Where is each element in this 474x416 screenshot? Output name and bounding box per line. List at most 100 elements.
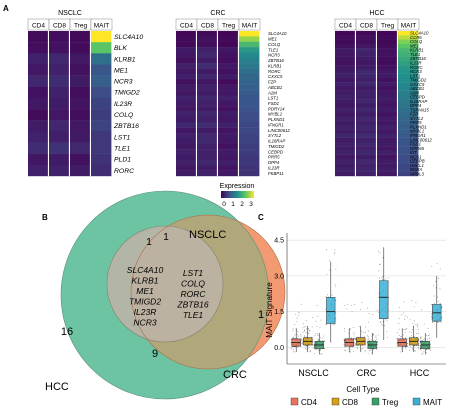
heatmap-cell [91,164,112,177]
heatmap-cell [218,154,239,161]
venn-shared-gene: KLRB1 [132,276,159,286]
heatmap-cell [356,116,377,121]
gene-label: TMIGD2 [114,90,140,97]
heatmap-cell [398,43,419,49]
heatmap-cell [49,75,70,87]
heatmap-cell [398,99,419,104]
heatmap-cell [28,120,49,132]
heatmap-cell [197,154,218,161]
heatmap-cell [398,60,419,66]
column-header: Treg [222,23,236,30]
heatmap-cell [356,77,377,83]
heatmap-cell [398,35,419,40]
heatmap-title: NSCLC [58,10,82,17]
gene-label: MYBL1 [410,129,425,134]
gene-label: FSD1 [410,142,422,147]
gene-label: PRR5 [410,120,422,125]
heatmap-cell [49,109,70,121]
heatmap-cell [356,73,377,79]
heatmap-cell [70,164,91,177]
heatmap-cell [49,142,70,154]
gene-label: A2M [409,90,419,95]
gene-label: RORC [114,168,134,175]
heatmap-cell [28,153,49,166]
heatmap-cell [49,97,70,110]
column-header-box [90,18,113,31]
gene-label: CXXC5 [410,82,425,87]
heatmap-cell [28,64,49,76]
gene-label: RORC [410,65,424,70]
heatmap-cell [377,112,398,117]
heatmap-cell [377,86,398,91]
legend-tick: 1 [231,201,235,208]
heatmap-cell [398,120,419,126]
heatmap-cell [398,167,419,172]
heatmap-cell [176,57,197,64]
box-cd8-hcc [409,325,419,353]
legend-label: CD8 [342,398,359,407]
venn-shared-gene: ME1 [136,286,154,296]
legend-label: CD4 [301,398,318,407]
heatmap-cell [239,100,260,107]
venn-shared-gene: COLQ [181,279,205,289]
column-header: CD8 [201,23,214,30]
heatmap-cell [398,163,419,168]
heatmap-cell [335,82,356,87]
heatmap-cell [356,99,377,104]
heatmap-cell [377,65,398,70]
heatmap-cell [218,170,239,177]
heatmap-cell [398,141,419,147]
heatmap-cell [356,120,377,126]
gene-label: LST1 [268,96,279,101]
gene-label: SLC4A10 [410,31,429,36]
gene-label: NCS1 [410,154,422,159]
heatmap-cell [398,124,419,130]
heatmap-hcc: HCC CD4 CD8 Treg MAITSLC4A10CCR6COLQME1KLRB1… [334,10,432,176]
heatmap-cell [91,86,112,99]
heatmap-cell [335,77,356,83]
heatmap-cell [197,111,218,118]
heatmap-cell [176,122,197,128]
heatmap-cell [356,129,377,134]
heatmap-cell [377,120,398,126]
heatmap-title: CRC [210,10,225,17]
boxplot-x-label: Cell Type [346,385,380,394]
heatmap-cell [356,133,377,138]
column-header-box [238,18,261,31]
heatmap-cell [356,137,377,143]
heatmap-cell [218,138,239,144]
heatmap-cell [197,63,218,69]
gene-label: ZBTB16 [267,58,284,63]
heatmap-cell [176,68,197,75]
gene-label: FKBP11 [268,171,284,176]
heatmap-cell [218,133,239,139]
gene-label: A2M [267,90,277,95]
heatmap-cell [398,65,419,70]
gene-label: FSD1 [268,101,280,106]
heatmap-cell [239,122,260,128]
box-mait-crc [379,247,389,341]
y-tick-label: 4.5 [274,238,284,245]
heatmap-cell [176,79,197,85]
gene-label: LINC00612 [268,128,290,133]
heatmap-cell [28,75,49,87]
heatmap-cell [356,65,377,70]
heatmap-cell [356,35,377,40]
heatmap-cell [335,154,356,160]
gene-label: RORA [410,167,423,172]
heatmap-cell [197,31,218,37]
boxplot-y-label: MAIT Signature [265,282,274,338]
heatmap-cell [398,133,419,138]
heatmap-cell [197,47,218,53]
gene-label: TLE1 [114,145,130,152]
legend-item-mait: MAIT [412,397,442,407]
heatmap-cell [335,90,356,96]
heatmap-cell [218,68,239,75]
heatmap-cell [239,68,260,75]
heatmap-cell [356,112,377,117]
heatmap-cell [197,57,218,64]
heatmap-cell [91,31,112,43]
heatmap-crc: CRC CD4 CD8 Treg MAIT SLC4A10ME1COLQTLE1NCR3Z… [175,10,290,177]
heatmap-cell [218,100,239,107]
gene-label: ZBTB16 [409,56,426,61]
